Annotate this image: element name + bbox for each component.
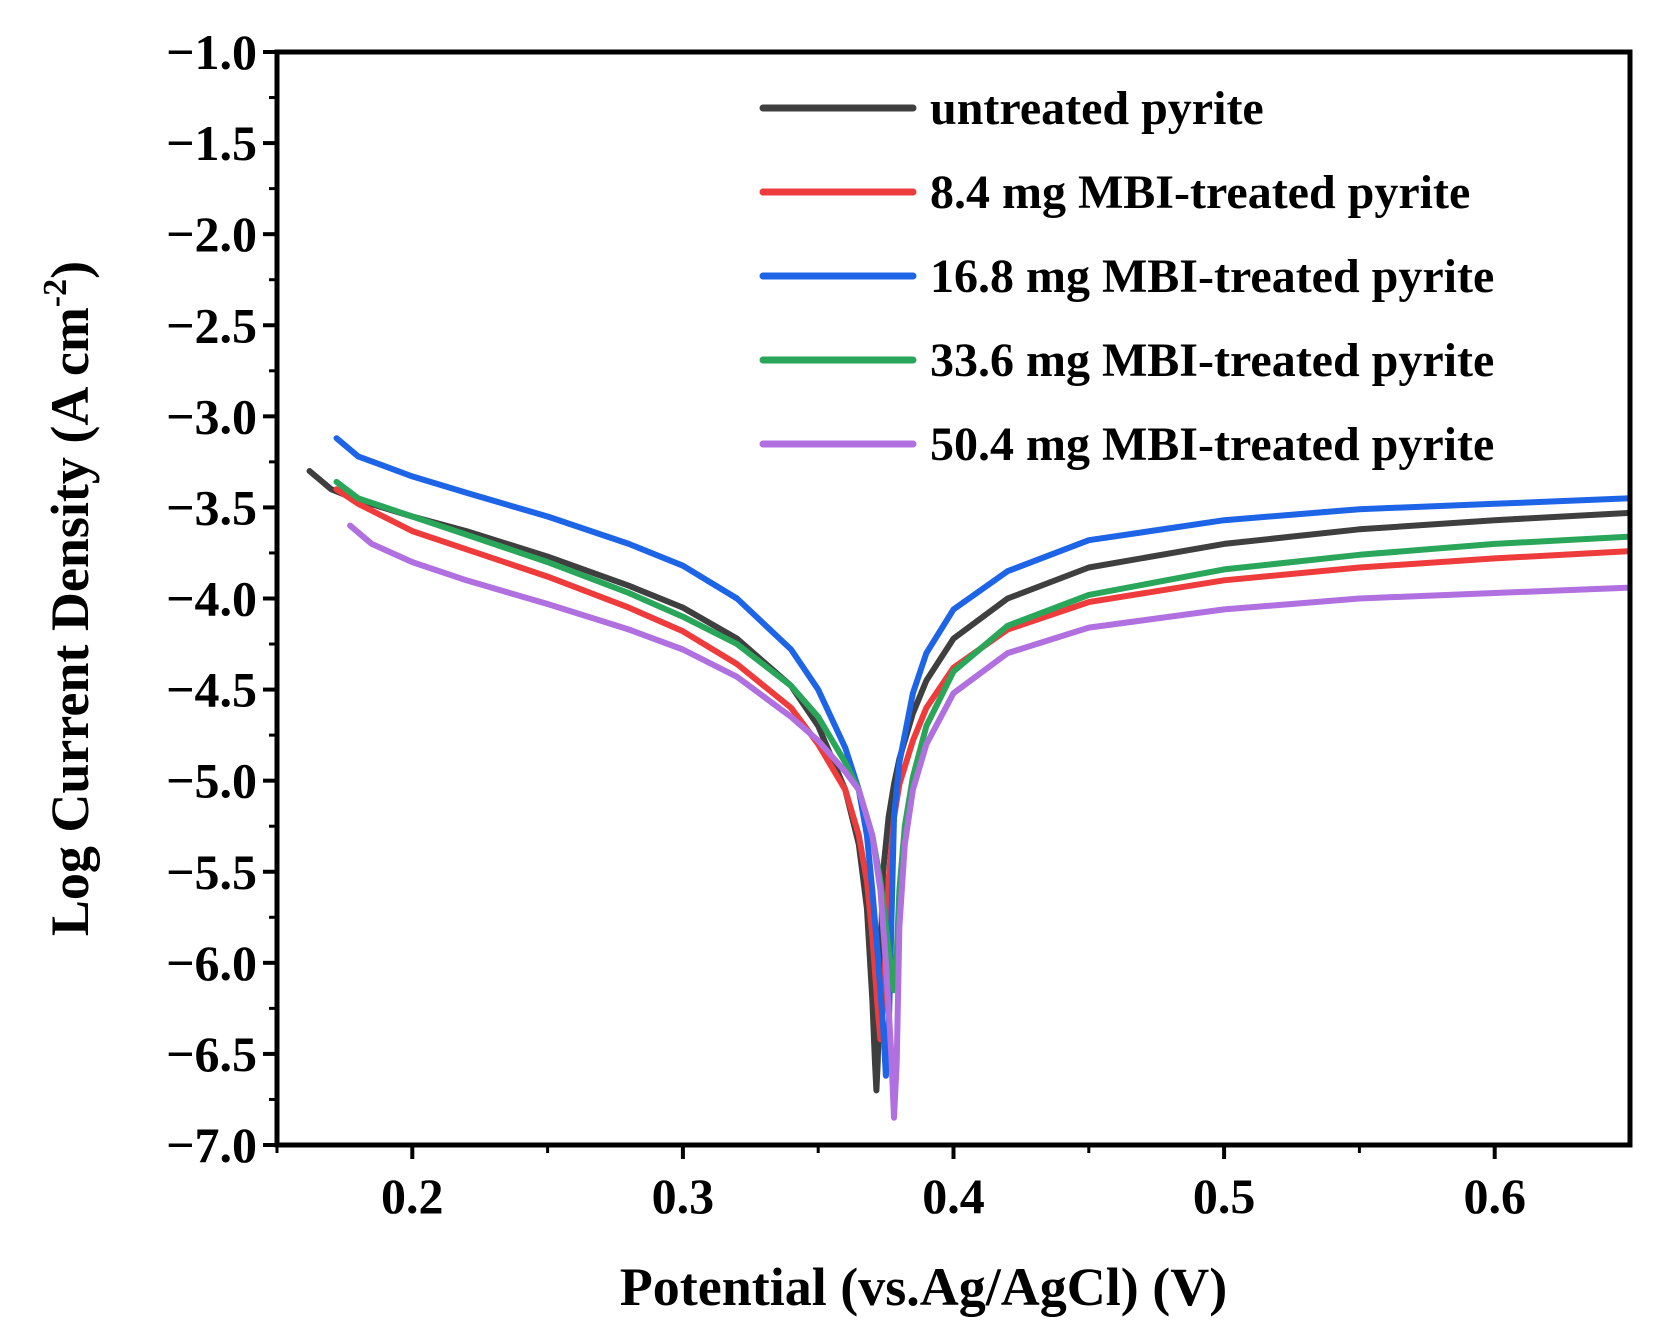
y-axis-title: Log Current Density (A cm-2) [37, 261, 100, 936]
y-tick-label: −1.5 [166, 115, 257, 171]
legend-item: 33.6 mg MBI-treated pyrite [759, 334, 1494, 387]
y-tick-label: −7.0 [166, 1117, 257, 1173]
x-tick-label: 0.5 [1193, 1168, 1256, 1224]
y-tick-label: −6.5 [166, 1026, 257, 1082]
legend-item: 16.8 mg MBI-treated pyrite [759, 250, 1494, 303]
legend-label: 16.8 mg MBI-treated pyrite [930, 250, 1494, 303]
series-layer [306, 435, 1630, 1121]
y-tick-label: −4.5 [166, 662, 257, 718]
series-line-4 [333, 478, 1630, 994]
y-axis-title-end: ) [40, 261, 100, 279]
y-tick-label: −2.0 [166, 206, 257, 262]
x-tick-label: 0.2 [381, 1168, 444, 1224]
legend-item: 50.4 mg MBI-treated pyrite [759, 418, 1494, 471]
y-tick-label: −5.0 [166, 753, 257, 809]
y-tick-label: −1.0 [166, 24, 257, 80]
y-tick-label: −5.5 [166, 844, 257, 900]
x-tick-label: 0.6 [1463, 1168, 1526, 1224]
y-tick-label: −6.0 [166, 935, 257, 991]
series-line-3 [333, 435, 1630, 1079]
x-tick-label: 0.3 [652, 1168, 715, 1224]
x-tick-label: 0.4 [922, 1168, 985, 1224]
series-line-2 [333, 486, 1630, 1043]
x-axis-title: Potential (vs.Ag/AgCl) (V) [620, 1257, 1227, 1317]
y-tick-label: −3.0 [166, 388, 257, 444]
y-tick-label: −2.5 [166, 297, 257, 353]
legend: untreated pyrite 8.4 mg MBI-treated pyrit… [759, 82, 1494, 471]
legend-label: 8.4 mg MBI-treated pyrite [930, 166, 1470, 219]
ticks-layer: 0.2 0.3 0.4 0.5 0.6 −1.0 −1.5 −2.0 −2.5 −3.0 −3.5 −… [166, 24, 1526, 1224]
legend-item: untreated pyrite [759, 82, 1264, 135]
y-axis-title-main: Log Current Density (A cm [40, 307, 100, 936]
y-axis-title-superscript: -2 [37, 279, 74, 307]
series-line-5 [347, 522, 1630, 1121]
legend-label: 33.6 mg MBI-treated pyrite [930, 334, 1494, 387]
series-line-1 [306, 468, 1630, 1094]
legend-label: untreated pyrite [930, 82, 1264, 135]
legend-label: 50.4 mg MBI-treated pyrite [930, 418, 1494, 471]
legend-item: 8.4 mg MBI-treated pyrite [759, 166, 1470, 219]
y-tick-label: −4.0 [166, 571, 257, 627]
y-tick-label: −3.5 [166, 479, 257, 535]
